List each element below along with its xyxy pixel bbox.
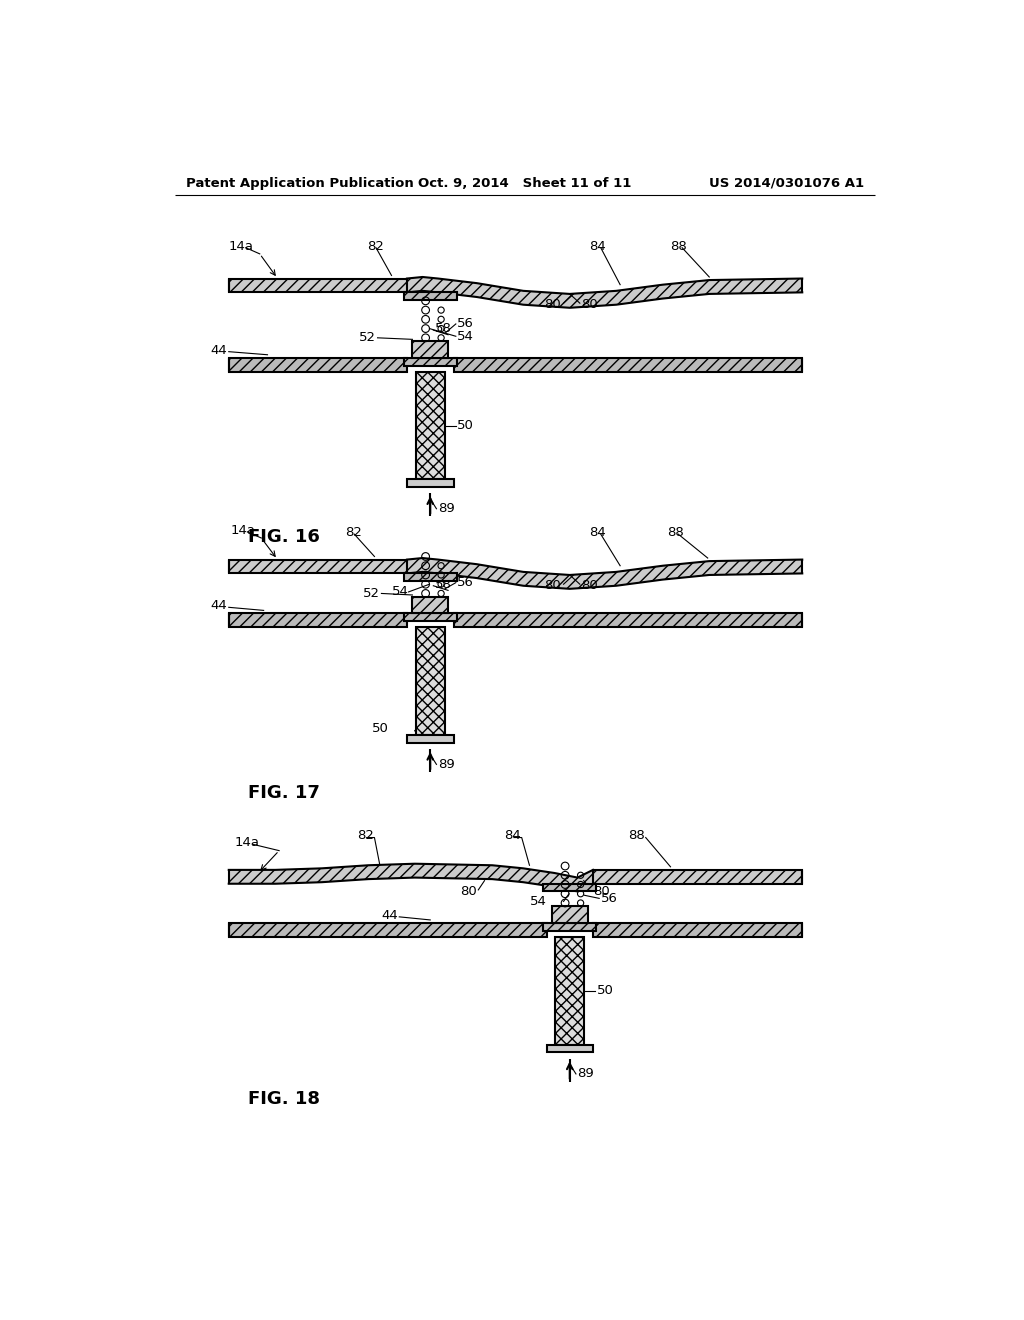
Text: FIG. 16: FIG. 16 [248, 528, 319, 546]
Text: 84: 84 [589, 527, 606, 539]
Bar [228, 560, 407, 573]
Text: 54: 54 [458, 330, 474, 343]
Text: 80: 80 [544, 298, 560, 312]
Text: 56: 56 [458, 317, 474, 330]
Text: 54: 54 [391, 585, 409, 598]
Text: 88: 88 [628, 829, 645, 842]
Bar [454, 358, 802, 372]
Bar [593, 923, 802, 937]
Bar [228, 358, 407, 372]
Bar [416, 627, 445, 735]
Bar [413, 341, 449, 358]
Bar [544, 884, 596, 891]
Text: 44: 44 [381, 908, 397, 921]
Bar [407, 479, 454, 487]
Text: 44: 44 [211, 599, 227, 612]
Text: Patent Application Publication: Patent Application Publication [186, 177, 414, 190]
Bar [416, 372, 445, 479]
Text: 88: 88 [667, 527, 683, 539]
Polygon shape [228, 863, 593, 891]
Bar [407, 735, 454, 743]
Text: 54: 54 [529, 895, 547, 908]
Text: 82: 82 [357, 829, 375, 842]
Bar [228, 614, 407, 627]
Bar [403, 573, 457, 581]
Text: 80: 80 [582, 298, 598, 312]
Text: 88: 88 [671, 240, 687, 252]
Text: 58: 58 [435, 322, 452, 335]
Text: 80: 80 [593, 884, 609, 898]
Text: FIG. 17: FIG. 17 [248, 784, 319, 801]
Text: 14a: 14a [234, 837, 260, 850]
Text: 80: 80 [544, 579, 560, 593]
Text: 52: 52 [359, 331, 376, 345]
Text: 89: 89 [578, 1068, 594, 1081]
Text: 50: 50 [372, 722, 389, 735]
Bar [413, 597, 449, 614]
Text: 50: 50 [597, 985, 613, 998]
Text: 80: 80 [582, 579, 598, 593]
Bar [593, 870, 802, 884]
Bar [403, 614, 457, 622]
Text: FIG. 18: FIG. 18 [248, 1089, 321, 1107]
Text: Oct. 9, 2014   Sheet 11 of 11: Oct. 9, 2014 Sheet 11 of 11 [418, 177, 632, 190]
Text: 44: 44 [211, 343, 227, 356]
Text: 82: 82 [345, 527, 361, 539]
Text: 82: 82 [367, 240, 384, 252]
Text: 52: 52 [362, 587, 380, 601]
Text: 50: 50 [458, 418, 474, 432]
Bar [403, 293, 457, 300]
Text: 84: 84 [504, 829, 520, 842]
Bar [228, 279, 407, 293]
Text: 89: 89 [438, 502, 455, 515]
Text: 84: 84 [589, 240, 606, 252]
Text: 14a: 14a [230, 524, 255, 537]
Bar [228, 923, 547, 937]
Bar [555, 937, 585, 1044]
Text: 56: 56 [601, 892, 617, 906]
Text: 56: 56 [458, 576, 474, 589]
Bar [544, 923, 596, 931]
Text: 58: 58 [435, 578, 452, 591]
Bar [552, 906, 588, 923]
Bar [403, 358, 457, 366]
Bar [547, 1044, 593, 1052]
Text: 80: 80 [460, 884, 477, 898]
Text: US 2014/0301076 A1: US 2014/0301076 A1 [710, 177, 864, 190]
Bar [454, 614, 802, 627]
Polygon shape [407, 558, 802, 589]
Polygon shape [407, 277, 802, 308]
Text: 14a: 14a [228, 240, 254, 252]
Text: 89: 89 [438, 758, 455, 771]
